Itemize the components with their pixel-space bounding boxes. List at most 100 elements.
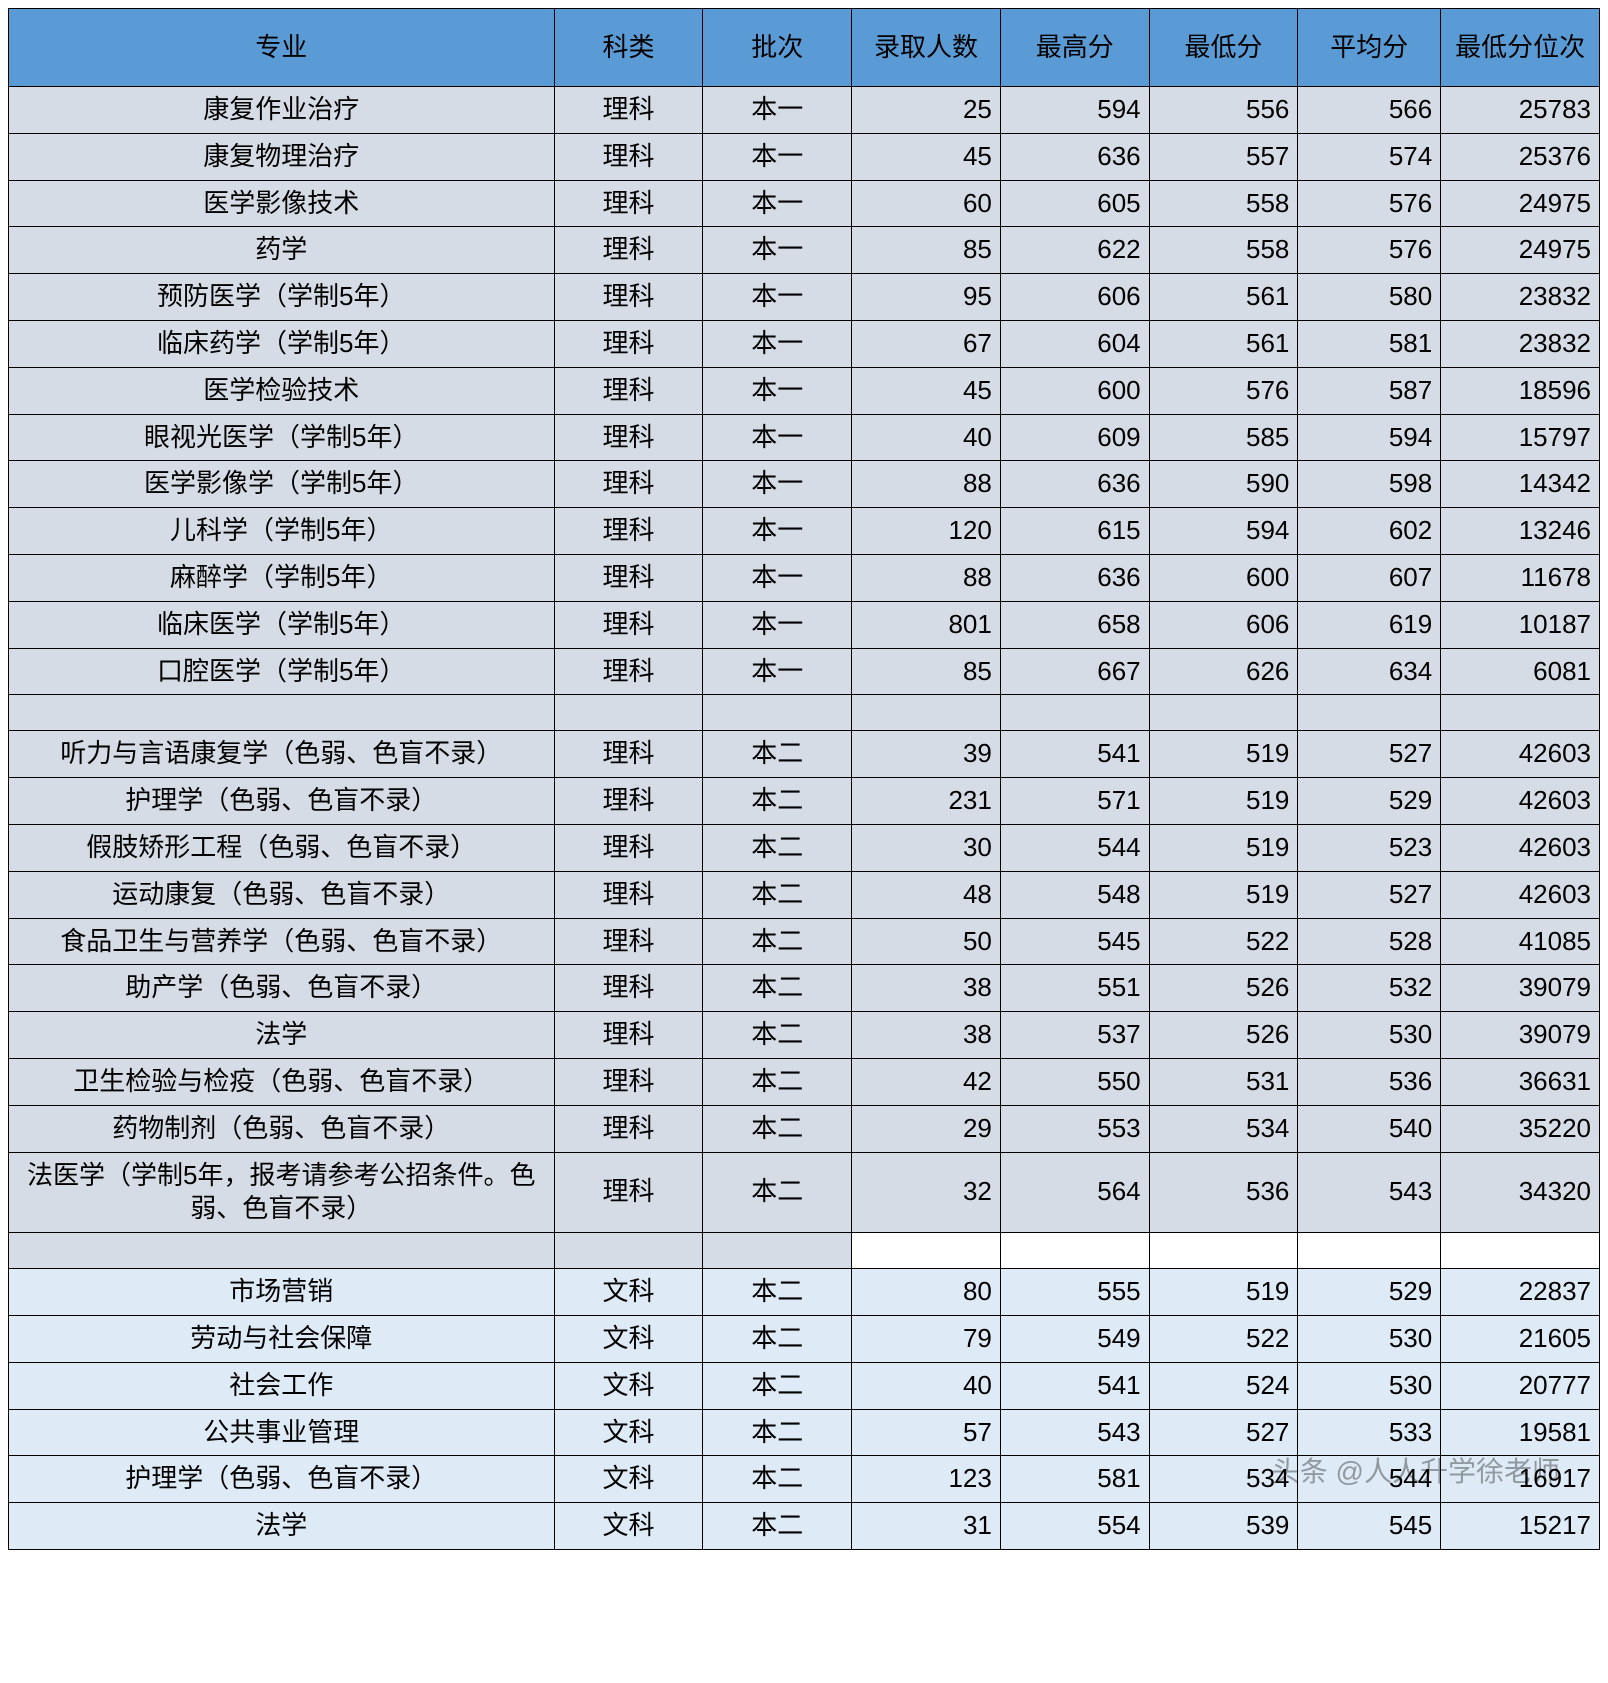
cell-batch: 本二 — [703, 871, 852, 918]
cell-num: 67 — [852, 320, 1001, 367]
cell-min: 600 — [1149, 554, 1298, 601]
cell-rank: 21605 — [1441, 1315, 1600, 1362]
cell-category: 理科 — [554, 274, 703, 321]
cell-min: 590 — [1149, 461, 1298, 508]
cell-avg: 529 — [1298, 1269, 1441, 1316]
cell-max: 544 — [1000, 824, 1149, 871]
cell-rank: 23832 — [1441, 274, 1600, 321]
cell-avg: 576 — [1298, 227, 1441, 274]
spacer-cell — [554, 695, 703, 731]
cell-min: 519 — [1149, 871, 1298, 918]
table-row: 护理学（色弱、色盲不录）文科本二12358153454416917 — [9, 1456, 1600, 1503]
table-row: 食品卫生与营养学（色弱、色盲不录）理科本二5054552252841085 — [9, 918, 1600, 965]
cell-num: 79 — [852, 1315, 1001, 1362]
cell-max: 548 — [1000, 871, 1149, 918]
cell-rank: 25376 — [1441, 133, 1600, 180]
cell-major: 康复作业治疗 — [9, 87, 555, 134]
cell-avg: 587 — [1298, 367, 1441, 414]
table-row: 医学影像技术理科本一6060555857624975 — [9, 180, 1600, 227]
cell-max: 554 — [1000, 1503, 1149, 1550]
cell-batch: 本二 — [703, 1315, 852, 1362]
cell-rank: 24975 — [1441, 180, 1600, 227]
cell-category: 理科 — [554, 965, 703, 1012]
cell-category: 理科 — [554, 554, 703, 601]
col-header-max: 最高分 — [1000, 9, 1149, 87]
table-row: 口腔医学（学制5年）理科本一856676266346081 — [9, 648, 1600, 695]
table-row: 法学文科本二3155453954515217 — [9, 1503, 1600, 1550]
cell-max: 605 — [1000, 180, 1149, 227]
cell-num: 38 — [852, 1012, 1001, 1059]
cell-avg: 530 — [1298, 1012, 1441, 1059]
cell-batch: 本一 — [703, 461, 852, 508]
cell-category: 理科 — [554, 461, 703, 508]
cell-num: 123 — [852, 1456, 1001, 1503]
cell-major: 助产学（色弱、色盲不录） — [9, 965, 555, 1012]
spacer-cell — [852, 695, 1001, 731]
cell-max: 636 — [1000, 133, 1149, 180]
cell-avg: 527 — [1298, 731, 1441, 778]
spacer-cell — [1149, 1233, 1298, 1269]
spacer-cell — [1298, 695, 1441, 731]
cell-category: 理科 — [554, 320, 703, 367]
table-header-row: 专业 科类 批次 录取人数 最高分 最低分 平均分 最低分位次 — [9, 9, 1600, 87]
cell-num: 50 — [852, 918, 1001, 965]
cell-min: 522 — [1149, 918, 1298, 965]
cell-batch: 本二 — [703, 731, 852, 778]
spacer-cell — [703, 1233, 852, 1269]
table-row: 眼视光医学（学制5年）理科本一4060958559415797 — [9, 414, 1600, 461]
cell-min: 519 — [1149, 824, 1298, 871]
cell-major: 麻醉学（学制5年） — [9, 554, 555, 601]
spacer-cell — [1441, 1233, 1600, 1269]
table-row — [9, 1233, 1600, 1269]
cell-category: 理科 — [554, 1012, 703, 1059]
cell-category: 理科 — [554, 918, 703, 965]
cell-major: 护理学（色弱、色盲不录） — [9, 1456, 555, 1503]
cell-num: 57 — [852, 1409, 1001, 1456]
table-row: 医学检验技术理科本一4560057658718596 — [9, 367, 1600, 414]
cell-category: 文科 — [554, 1503, 703, 1550]
cell-category: 文科 — [554, 1315, 703, 1362]
cell-category: 文科 — [554, 1269, 703, 1316]
table-row: 法学理科本二3853752653039079 — [9, 1012, 1600, 1059]
cell-num: 85 — [852, 648, 1001, 695]
cell-avg: 544 — [1298, 1456, 1441, 1503]
cell-num: 45 — [852, 133, 1001, 180]
cell-max: 594 — [1000, 87, 1149, 134]
cell-max: 600 — [1000, 367, 1149, 414]
cell-major: 市场营销 — [9, 1269, 555, 1316]
cell-rank: 16917 — [1441, 1456, 1600, 1503]
cell-rank: 19581 — [1441, 1409, 1600, 1456]
cell-category: 理科 — [554, 367, 703, 414]
col-header-num: 录取人数 — [852, 9, 1001, 87]
cell-max: 550 — [1000, 1058, 1149, 1105]
cell-rank: 10187 — [1441, 601, 1600, 648]
table-row: 临床医学（学制5年）理科本一80165860661910187 — [9, 601, 1600, 648]
cell-avg: 530 — [1298, 1315, 1441, 1362]
cell-batch: 本二 — [703, 1269, 852, 1316]
cell-category: 文科 — [554, 1362, 703, 1409]
cell-rank: 14342 — [1441, 461, 1600, 508]
cell-rank: 42603 — [1441, 778, 1600, 825]
spacer-cell — [1000, 1233, 1149, 1269]
table-row: 假肢矫形工程（色弱、色盲不录）理科本二3054451952342603 — [9, 824, 1600, 871]
cell-batch: 本二 — [703, 778, 852, 825]
spacer-cell — [1000, 695, 1149, 731]
table-row: 社会工作文科本二4054152453020777 — [9, 1362, 1600, 1409]
cell-num: 29 — [852, 1105, 1001, 1152]
cell-rank: 41085 — [1441, 918, 1600, 965]
table-row: 康复物理治疗理科本一4563655757425376 — [9, 133, 1600, 180]
cell-num: 80 — [852, 1269, 1001, 1316]
cell-rank: 42603 — [1441, 824, 1600, 871]
cell-avg: 530 — [1298, 1362, 1441, 1409]
cell-major: 儿科学（学制5年） — [9, 508, 555, 555]
cell-category: 理科 — [554, 731, 703, 778]
cell-num: 801 — [852, 601, 1001, 648]
cell-rank: 25783 — [1441, 87, 1600, 134]
cell-major: 法医学（学制5年，报考请参考公招条件。色弱、色盲不录） — [9, 1152, 555, 1233]
spacer-cell — [1441, 695, 1600, 731]
cell-batch: 本一 — [703, 554, 852, 601]
cell-major: 护理学（色弱、色盲不录） — [9, 778, 555, 825]
cell-min: 534 — [1149, 1105, 1298, 1152]
cell-major: 药物制剂（色弱、色盲不录） — [9, 1105, 555, 1152]
cell-num: 31 — [852, 1503, 1001, 1550]
